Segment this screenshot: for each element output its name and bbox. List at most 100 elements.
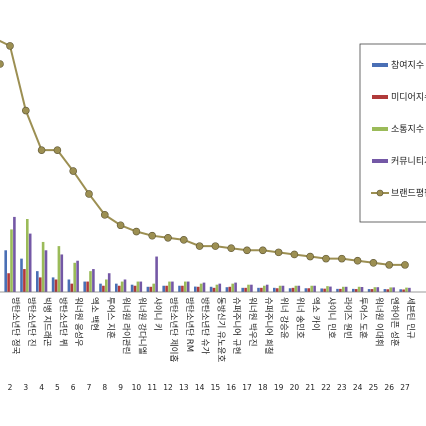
line-point-26	[385, 261, 394, 269]
bar-소통지수-26	[389, 287, 392, 292]
bar-커뮤니티지수-26	[392, 287, 395, 292]
category-index-6: 6	[71, 383, 76, 392]
bar-참여지수-25	[367, 289, 371, 292]
bar-미디어지수-20	[291, 287, 295, 292]
category-label-15: 동방신기 유노윤호	[215, 297, 226, 362]
line-point-25	[369, 258, 378, 267]
category-label-7: 엑소 백현	[89, 297, 100, 331]
bar-참여지수-11	[146, 286, 150, 292]
bar-미디어지수-21	[307, 288, 311, 292]
legend-marker-브랜드평판지수	[376, 189, 384, 197]
bar-미디어지수-13	[181, 285, 184, 292]
line-point-9	[116, 221, 125, 230]
category-index-8: 8	[102, 383, 107, 392]
category-index-4: 4	[39, 383, 44, 392]
bar-커뮤니티지수-20	[297, 285, 301, 292]
bar-소통지수-25	[373, 287, 377, 292]
legend-swatch-참여지수	[372, 63, 388, 67]
bar-미디어지수-15	[212, 287, 216, 292]
bar-미디어지수-19	[275, 288, 279, 292]
bar-미디어지수-4	[38, 277, 42, 292]
bar-커뮤니티지수-19	[281, 285, 285, 292]
bar-미디어지수-25	[370, 289, 374, 292]
bar-미디어지수-17	[244, 287, 247, 292]
line-point-2	[6, 42, 14, 50]
bar-미디어지수-9	[117, 285, 121, 292]
bar-커뮤니티지수-25	[376, 287, 380, 292]
legend-label-미디어지수: 미디어지수	[391, 92, 426, 103]
legend-label-소통지수: 소통지수	[391, 124, 424, 135]
legend: 참여지수미디어지수소통지수커뮤니티지수브랜드평판지수	[359, 43, 426, 223]
bar-커뮤니티지수-18	[265, 284, 269, 292]
bar-커뮤니티지수-5	[60, 254, 64, 292]
line-point-21	[306, 252, 315, 261]
bar-커뮤니티지수-11	[155, 256, 158, 292]
bar-커뮤니티지수-24	[360, 286, 364, 292]
bar-소통지수-17	[247, 284, 250, 292]
bar-소통지수-4	[41, 241, 45, 292]
category-label-12: 방탄소년단 제이홉	[168, 297, 179, 362]
bar-커뮤니티지수-17	[250, 284, 253, 292]
bar-참여지수-27	[399, 289, 402, 292]
category-index-3: 3	[23, 383, 28, 392]
category-label-16: 슈퍼주니어 규현	[231, 297, 242, 354]
line-point-13	[180, 236, 188, 244]
bar-소통지수-15	[215, 284, 219, 292]
bar-미디어지수-11	[149, 286, 153, 292]
category-label-21: 엑소 카이	[310, 297, 321, 331]
bar-참여지수-16	[225, 287, 229, 292]
line-point-19	[274, 248, 283, 257]
bar-참여지수-18	[257, 287, 260, 292]
category-index-23: 23	[337, 383, 347, 392]
category-label-19: 위너 강승윤	[279, 297, 290, 339]
bar-미디어지수-14	[196, 286, 200, 292]
bar-커뮤니티지수-22	[329, 286, 332, 292]
category-index-20: 20	[290, 383, 300, 392]
category-label-25: 워너원 이대휘	[373, 297, 384, 347]
bar-layer	[4, 216, 411, 292]
category-index-9: 9	[118, 383, 123, 392]
line-point-10	[132, 227, 141, 236]
bar-커뮤니티지수-10	[139, 281, 143, 292]
category-index-7: 7	[87, 383, 92, 392]
bar-커뮤니티지수-2	[13, 216, 16, 292]
category-label-26: 엔하이픈 성훈	[389, 297, 400, 347]
bar-커뮤니티지수-15	[218, 283, 222, 292]
category-index-25: 25	[369, 383, 379, 392]
bar-미디어지수-27	[402, 289, 405, 292]
bar-미디어지수-16	[228, 286, 232, 292]
line-point-22	[322, 254, 330, 263]
bar-참여지수-22	[320, 288, 323, 292]
bar-커뮤니티지수-8	[107, 273, 111, 292]
category-label-20: 위너 송민호	[294, 297, 305, 339]
bar-참여지수-7	[83, 281, 86, 292]
line-point-11	[148, 231, 156, 240]
bar-미디어지수-23	[339, 288, 342, 292]
bar-커뮤니티지수-23	[344, 286, 348, 292]
bar-커뮤니티지수-21	[313, 285, 316, 292]
bar-커뮤니티지수-14	[202, 282, 206, 292]
bar-소통지수-2	[10, 229, 13, 292]
bar-소통지수-21	[310, 285, 313, 292]
category-label-6: 워너원 옹성우	[73, 297, 84, 347]
bar-참여지수-13	[178, 285, 181, 292]
category-index-16: 16	[226, 383, 236, 392]
legend-swatch-미디어지수	[372, 95, 388, 99]
category-label-24: 투어스 도훈	[358, 297, 369, 339]
bar-참여지수-2	[4, 250, 7, 292]
category-label-23: 라이즈 원빈	[342, 297, 353, 339]
bar-소통지수-19	[278, 285, 282, 292]
bar-미디어지수-24	[354, 289, 358, 292]
line-point-27	[401, 261, 409, 269]
bar-소통지수-11	[152, 283, 155, 292]
bar-소통지수-24	[357, 286, 361, 292]
bar-참여지수-14	[194, 286, 197, 292]
bar-커뮤니티지수-3	[28, 233, 32, 292]
category-label-4: 빅뱅 지드래곤	[42, 297, 53, 347]
line-point-3	[21, 106, 30, 115]
bar-참여지수-26	[383, 289, 387, 292]
bar-소통지수-3	[26, 219, 29, 292]
line-point-4	[37, 146, 46, 154]
